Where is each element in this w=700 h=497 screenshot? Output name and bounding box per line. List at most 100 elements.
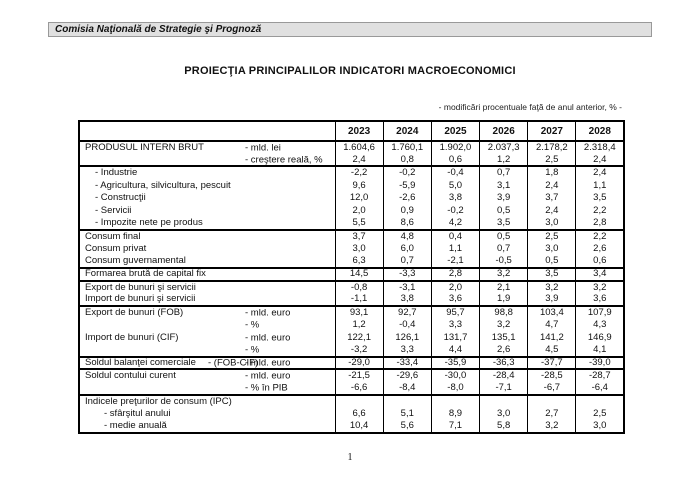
indicator-name: - Impozite nete pe produs	[95, 217, 203, 229]
indicator-name: Soldul balanţei comerciale	[85, 357, 196, 369]
indicator-name: Formarea brută de capital fix	[85, 268, 206, 280]
indicator-group: Indicele preţurilor de consum (IPC) - sfâ…	[79, 394, 625, 433]
indicator-unit: - creştere reală, %	[245, 153, 323, 165]
value-cell: -3,1	[382, 280, 432, 294]
value-cell: 141,2	[527, 331, 576, 344]
indicator-group: Soldul contului curent - mld. euro -21,5 -2…	[79, 369, 625, 395]
value-cell: -28,7	[575, 369, 625, 383]
value-cell: 5,0	[430, 179, 480, 192]
value-cell: 0,5	[479, 204, 528, 218]
value-cell: 1.760,1	[382, 141, 432, 154]
row-label-cell: Formarea brută de capital fix	[79, 268, 335, 281]
value-cell: 1,2	[479, 153, 528, 167]
value-cell: 2,7	[527, 407, 576, 421]
value-cell: -28,5	[527, 369, 576, 383]
value-cell: 2.037,3	[479, 141, 528, 154]
indicator-name: PRODUSUL INTERN BRUT	[85, 142, 204, 154]
value-cell: 6,6	[334, 407, 384, 421]
value-cell: 2,0	[430, 280, 480, 294]
indicator-name: Import de bunuri şi servicii	[85, 293, 196, 305]
value-cell: 4,3	[575, 318, 625, 332]
indicator-name: - Construcţii	[95, 192, 146, 204]
value-cell: 122,1	[334, 331, 384, 344]
value-cell: 3,2	[527, 420, 576, 433]
row-label-cell: Import de bunuri (CIF) - mld. euro	[79, 331, 335, 344]
value-cell	[479, 394, 528, 408]
value-cell: 2,6	[575, 242, 625, 256]
value-cell: 0,5	[479, 229, 528, 243]
value-cell: 95,7	[430, 305, 480, 319]
indicator-group: Export de bunuri şi servicii -0,8 -3,1 2,0 2…	[79, 280, 625, 306]
value-cell: 4,4	[430, 344, 480, 357]
value-cell: -5,9	[382, 179, 432, 192]
indicator-group: Formarea brută de capital fix 14,5 -3,3 2,8…	[79, 267, 625, 281]
indicator-unit: - % în PIB	[245, 382, 288, 394]
value-cell: -6,7	[527, 382, 576, 395]
value-cell: 0,5	[527, 255, 576, 268]
value-cell: 0,8	[382, 153, 432, 167]
row-label-cell: - Impozite nete pe produs	[79, 217, 335, 230]
value-cell: 5,6	[382, 420, 432, 433]
value-cell: -2,2	[334, 166, 384, 180]
row-label-cell: Export de bunuri (FOB) - mld. euro	[79, 306, 335, 319]
indicator-name: - Agricultura, silvicultura, pescuit	[95, 179, 231, 191]
value-cell: -37,7	[527, 356, 576, 370]
value-cell: 3,5	[527, 267, 576, 281]
indicators-table: 2023 2024 2025 2026 2027 2028 PRODUSUL I…	[78, 120, 626, 434]
indicator-group: PRODUSUL INTERN BRUT - mld. lei 1.604,6 1.7…	[79, 141, 625, 167]
indicator-group: Consum final 3,7 4,8 0,4 0,5 2,5 2,2 Consum pri…	[79, 229, 625, 268]
value-cell: 2,4	[575, 166, 625, 180]
value-cell: 3,0	[527, 242, 576, 256]
value-cell: 93,1	[334, 305, 384, 319]
value-cell: 2,4	[575, 153, 625, 167]
value-cell: -0,8	[334, 280, 384, 294]
indicator-name: Consum guvernamental	[85, 255, 186, 267]
row-label-cell: Consum final	[79, 230, 335, 243]
row-label-cell: Indicele preţurilor de consum (IPC)	[79, 395, 335, 408]
row-label-cell: PRODUSUL INTERN BRUT - mld. lei	[79, 141, 335, 154]
table-row: - creştere reală, % 2,4 0,8 0,6 1,2 2,5 2,4	[79, 153, 625, 167]
value-cell: 4,5	[527, 344, 576, 357]
row-label-cell: - sfârşitul anului	[79, 407, 335, 420]
value-cell: 103,4	[527, 305, 576, 319]
value-cell: 3,5	[479, 217, 528, 230]
indicator-unit: - mld. euro	[245, 307, 291, 319]
value-cell: 2,5	[527, 229, 576, 243]
value-cell: 4,1	[575, 344, 625, 357]
units-note: - modificări procentuale faţă de anul an…	[438, 102, 622, 112]
value-cell: 131,7	[430, 331, 480, 344]
year-header: 2023	[334, 121, 384, 142]
value-cell: -36,3	[479, 356, 528, 370]
value-cell: 135,1	[479, 331, 528, 344]
row-label-cell: Consum guvernamental	[79, 255, 335, 268]
value-cell: -21,5	[334, 369, 384, 383]
table-row: Consum privat 3,0 6,0 1,1 0,7 3,0 2,6	[79, 242, 625, 256]
row-label-cell: - Industrie	[79, 166, 335, 179]
value-cell: 3,2	[575, 280, 625, 294]
value-cell: 2,4	[527, 179, 576, 192]
org-header-band: Comisia Naţională de Strategie şi Progno…	[48, 22, 652, 37]
indicator-name: Export de bunuri şi servicii	[85, 281, 196, 293]
value-cell: 0,6	[575, 255, 625, 268]
value-cell: 2,6	[479, 344, 528, 357]
value-cell: 2,8	[575, 217, 625, 230]
indicator-unit: - %	[245, 319, 260, 331]
indicator-name: Indicele preţurilor de consum (IPC)	[85, 395, 232, 407]
value-cell	[430, 394, 480, 408]
value-cell: 9,6	[334, 179, 384, 192]
value-cell: 2.318,4	[575, 141, 625, 154]
indicator-qualifier: - (FOB-CIF)	[208, 357, 259, 369]
value-cell: 2,2	[575, 229, 625, 243]
label-column-header	[79, 121, 335, 142]
value-cell: -6,4	[575, 382, 625, 395]
value-cell: -29,0	[334, 356, 384, 370]
indicator-unit: - mld. euro	[245, 331, 291, 343]
year-header-row: 2023 2024 2025 2026 2027 2028	[79, 121, 625, 142]
table-header: 2023 2024 2025 2026 2027 2028	[79, 121, 625, 142]
value-cell: -2,1	[430, 255, 480, 268]
value-cell: 92,7	[382, 305, 432, 319]
value-cell: 1.902,0	[430, 141, 480, 154]
value-cell: 10,4	[334, 420, 384, 433]
value-cell: 2,4	[334, 153, 384, 167]
value-cell: 3,6	[575, 293, 625, 306]
